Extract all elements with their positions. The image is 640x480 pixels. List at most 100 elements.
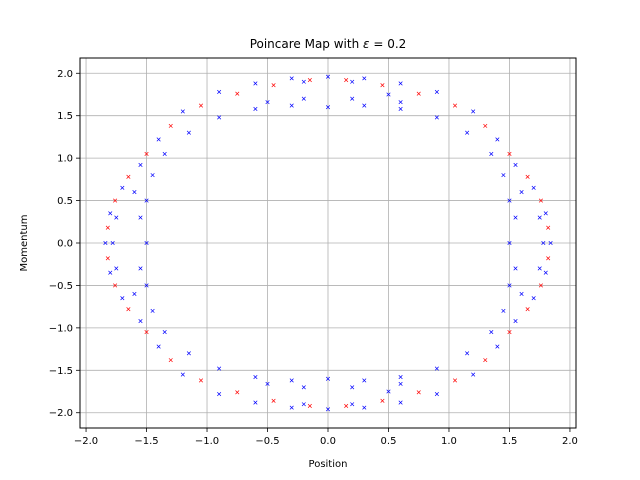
- data-point-marker: [541, 240, 546, 246]
- data-point-marker: [103, 240, 108, 246]
- x-tick-label: 1.0: [441, 436, 457, 447]
- data-point-marker: [507, 198, 512, 203]
- data-point-marker: [138, 215, 143, 220]
- data-point-marker: [150, 173, 155, 178]
- y-tick-label: −2.0: [49, 408, 73, 419]
- data-point-marker: [380, 398, 385, 403]
- data-point-marker: [362, 378, 367, 383]
- x-tick-label: −1.5: [134, 436, 158, 447]
- data-point-marker: [471, 372, 476, 377]
- data-point-marker: [537, 215, 542, 220]
- data-point-marker: [325, 74, 331, 79]
- data-point-marker: [350, 96, 355, 101]
- data-point-marker: [289, 103, 294, 108]
- data-point-marker: [501, 173, 506, 178]
- data-point-marker: [483, 123, 488, 128]
- data-point-marker: [271, 83, 276, 88]
- data-point-marker: [235, 91, 240, 96]
- y-tick-label: −1.5: [49, 366, 73, 377]
- data-point-marker: [434, 366, 439, 371]
- data-point-marker: [538, 283, 543, 288]
- data-point-marker: [253, 375, 258, 380]
- data-point-marker: [113, 283, 118, 288]
- data-point-marker: [489, 330, 494, 335]
- data-point-marker: [537, 266, 542, 271]
- data-point-marker: [452, 103, 458, 108]
- data-point-marker: [120, 185, 125, 190]
- data-point-marker: [386, 389, 391, 394]
- data-point-marker: [168, 123, 173, 128]
- data-point-marker: [108, 270, 113, 275]
- data-point-marker: [513, 266, 518, 271]
- data-point-marker: [144, 240, 149, 246]
- data-point-marker: [168, 358, 173, 363]
- data-point-marker: [150, 308, 155, 313]
- data-point-marker: [513, 162, 518, 167]
- x-tick-label: −1.0: [195, 436, 219, 447]
- y-tick-label: 0.0: [57, 239, 73, 250]
- data-point-marker: [156, 344, 161, 349]
- y-tick-label: 2.0: [57, 69, 73, 80]
- x-tick-label: 1.5: [502, 436, 518, 447]
- data-point-marker: [144, 283, 149, 288]
- data-point-marker: [162, 151, 167, 156]
- data-point-marker: [513, 319, 518, 324]
- data-point-marker: [543, 270, 548, 275]
- y-tick-label: −0.5: [49, 281, 73, 292]
- x-axis-ticks: −2.0 −1.5 −1.0 −0.5 0.0 0.5 1.0 1.5 2.0: [74, 428, 578, 447]
- data-point-marker: [483, 358, 488, 363]
- data-point-marker: [162, 330, 167, 335]
- data-point-marker: [132, 291, 137, 296]
- data-point-marker: [543, 211, 548, 216]
- data-point-marker: [144, 151, 149, 156]
- data-point-marker: [120, 296, 125, 301]
- data-point-marker: [105, 256, 110, 261]
- data-point-marker: [325, 407, 331, 412]
- data-point-marker: [398, 81, 403, 86]
- data-point-marker: [271, 398, 276, 403]
- data-point-marker: [132, 190, 137, 195]
- data-point-marker: [198, 103, 204, 108]
- data-point-marker: [501, 308, 506, 313]
- data-points: [103, 74, 553, 412]
- data-point-marker: [108, 211, 113, 216]
- data-point-marker: [289, 378, 294, 383]
- y-tick-label: −1.0: [49, 323, 73, 334]
- data-point-marker: [344, 403, 349, 408]
- data-point-marker: [465, 351, 470, 356]
- data-point-marker: [126, 174, 131, 179]
- data-point-marker: [434, 115, 439, 120]
- data-point-marker: [465, 130, 470, 135]
- data-point-marker: [138, 319, 143, 324]
- data-point-marker: [489, 151, 494, 156]
- data-point-marker: [198, 378, 204, 383]
- data-point-marker: [253, 81, 258, 86]
- y-axis-label: Momentum: [19, 215, 30, 272]
- data-point-marker: [507, 240, 512, 246]
- data-point-marker: [398, 106, 403, 111]
- data-point-marker: [289, 405, 294, 410]
- data-point-marker: [507, 151, 512, 156]
- data-point-marker: [186, 130, 191, 135]
- grid-lines: [80, 58, 576, 428]
- data-point-marker: [398, 400, 403, 405]
- data-point-marker: [350, 385, 355, 390]
- data-point-marker: [344, 78, 349, 83]
- data-point-marker: [452, 378, 458, 383]
- data-point-marker: [471, 109, 476, 114]
- data-point-marker: [186, 351, 191, 356]
- data-point-marker: [113, 198, 118, 203]
- data-point-marker: [538, 198, 543, 203]
- data-point-marker: [126, 307, 131, 312]
- data-point-marker: [434, 89, 439, 94]
- data-point-marker: [362, 405, 367, 410]
- y-tick-label: 0.5: [57, 196, 73, 207]
- data-point-marker: [380, 83, 385, 88]
- data-point-marker: [301, 96, 306, 101]
- data-point-marker: [525, 307, 530, 312]
- data-point-marker: [105, 225, 110, 230]
- x-tick-label: −2.0: [74, 436, 98, 447]
- x-tick-label: 2.0: [562, 436, 578, 447]
- data-point-marker: [325, 376, 331, 381]
